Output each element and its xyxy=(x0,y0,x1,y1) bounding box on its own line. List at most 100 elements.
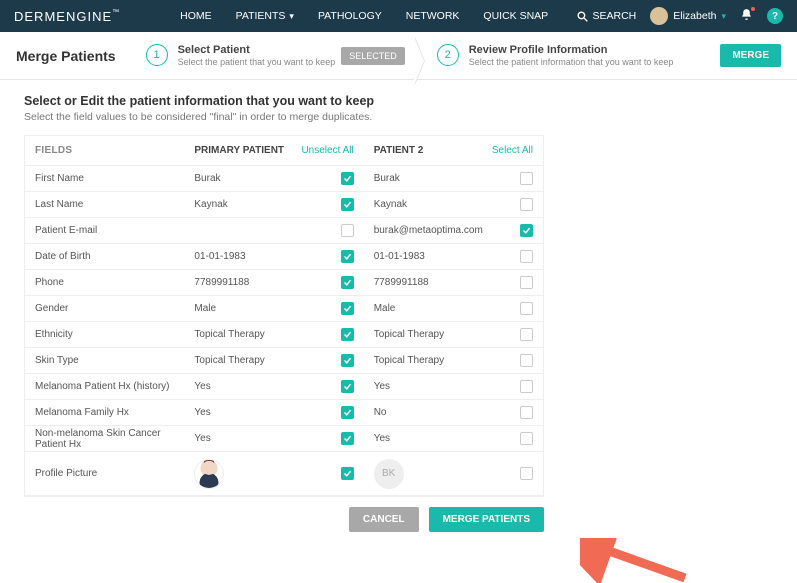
checkbox-p2-dob[interactable] xyxy=(520,250,533,263)
patient2-cell: Male xyxy=(364,302,543,315)
patient2-value: 01-01-1983 xyxy=(374,251,425,262)
avatar-initials-icon: BK xyxy=(374,459,404,489)
checkbox-p2-skin[interactable] xyxy=(520,354,533,367)
row-firstName: First Name Burak Burak xyxy=(25,166,543,192)
step-separator-icon xyxy=(415,37,433,75)
unselect-all-link[interactable]: Unselect All xyxy=(301,145,353,156)
primary-cell: Kaynak xyxy=(184,198,363,211)
primary-value: Burak xyxy=(194,173,220,184)
checkbox-primary-pic[interactable] xyxy=(341,467,354,480)
nav-pathology[interactable]: PATHOLOGY xyxy=(318,10,382,22)
primary-value: Kaynak xyxy=(194,199,227,210)
row-phone: Phone 7789991188 7789991188 xyxy=(25,270,543,296)
annotation-arrow-icon xyxy=(580,538,690,583)
field-label: Phone xyxy=(25,277,184,288)
nav-patients[interactable]: PATIENTS▾ xyxy=(236,10,294,22)
nav-network[interactable]: NETWORK xyxy=(406,10,460,22)
nav-quick-snap[interactable]: QUICK SNAP xyxy=(483,10,548,22)
field-label: Date of Birth xyxy=(25,251,184,262)
checkbox-p2-nonMel[interactable] xyxy=(520,432,533,445)
checkbox-p2-lastName[interactable] xyxy=(520,198,533,211)
nav-network-label: NETWORK xyxy=(406,10,460,22)
primary-cell: 7789991188 xyxy=(184,276,363,289)
field-label: Patient E-mail xyxy=(25,225,184,236)
row-melPatient: Melanoma Patient Hx (history) Yes Yes xyxy=(25,374,543,400)
step-1-text: Select Patient Select the patient that y… xyxy=(178,43,336,69)
checkbox-primary-dob[interactable] xyxy=(341,250,354,263)
nav-patients-label: PATIENTS xyxy=(236,10,286,22)
checkbox-p2-phone[interactable] xyxy=(520,276,533,289)
patient2-cell: BK xyxy=(364,459,543,489)
cancel-button[interactable]: CANCEL xyxy=(349,507,419,532)
primary-cell: 01-01-1983 xyxy=(184,250,363,263)
chevron-down-icon: ▾ xyxy=(721,11,726,22)
checkbox-primary-melFamily[interactable] xyxy=(341,406,354,419)
patient2-cell: Topical Therapy xyxy=(364,354,543,367)
header-p2-label: PATIENT 2 xyxy=(374,145,424,156)
checkbox-p2-firstName[interactable] xyxy=(520,172,533,185)
header-fields: FIELDS xyxy=(25,145,184,156)
nav-pathology-label: PATHOLOGY xyxy=(318,10,382,22)
primary-value: 01-01-1983 xyxy=(194,251,245,262)
checkbox-primary-firstName[interactable] xyxy=(341,172,354,185)
patient2-cell: Kaynak xyxy=(364,198,543,211)
step-1-number: 1 xyxy=(146,44,168,66)
checkbox-p2-pic[interactable] xyxy=(520,467,533,480)
checkbox-p2-gender[interactable] xyxy=(520,302,533,315)
nav-home[interactable]: HOME xyxy=(180,10,212,22)
row-lastName: Last Name Kaynak Kaynak xyxy=(25,192,543,218)
checkbox-primary-gender[interactable] xyxy=(341,302,354,315)
avatar-photo-icon xyxy=(194,459,224,489)
patient2-value: Yes xyxy=(374,433,390,444)
merge-button[interactable]: MERGE xyxy=(720,44,781,67)
checkbox-p2-melFamily[interactable] xyxy=(520,406,533,419)
merge-patients-button[interactable]: MERGE PATIENTS xyxy=(429,507,544,532)
step-2-sub: Select the patient information that you … xyxy=(469,57,674,69)
notifications-button[interactable] xyxy=(740,8,753,24)
patient2-value: No xyxy=(374,407,387,418)
checkbox-primary-email[interactable] xyxy=(341,224,354,237)
wizard-step-2[interactable]: 2 Review Profile Information Select the … xyxy=(437,43,674,69)
topbar-right: SEARCH Elizabeth ▾ ? xyxy=(576,7,784,25)
field-label: Melanoma Family Hx xyxy=(25,407,184,418)
checkbox-p2-email[interactable] xyxy=(520,224,533,237)
user-menu[interactable]: Elizabeth ▾ xyxy=(650,7,726,25)
primary-value: Yes xyxy=(194,407,210,418)
patient2-cell: Topical Therapy xyxy=(364,328,543,341)
primary-value: Yes xyxy=(194,381,210,392)
header-primary: PRIMARY PATIENT Unselect All xyxy=(184,145,363,156)
primary-value: Male xyxy=(194,303,216,314)
primary-cell: Yes xyxy=(184,380,363,393)
checkbox-primary-skin[interactable] xyxy=(341,354,354,367)
primary-cell: Male xyxy=(184,302,363,315)
checkbox-p2-melPatient[interactable] xyxy=(520,380,533,393)
patient2-value: Burak xyxy=(374,173,400,184)
header-primary-label: PRIMARY PATIENT xyxy=(194,145,284,156)
checkbox-primary-lastName[interactable] xyxy=(341,198,354,211)
select-all-link[interactable]: Select All xyxy=(492,145,533,156)
chevron-down-icon: ▾ xyxy=(289,11,294,22)
help-button[interactable]: ? xyxy=(767,8,783,24)
field-label: Last Name xyxy=(25,199,184,210)
step-2-text: Review Profile Information Select the pa… xyxy=(469,43,674,69)
field-label: First Name xyxy=(25,173,184,184)
row-dob: Date of Birth 01-01-1983 01-01-1983 xyxy=(25,244,543,270)
wizard-step-1[interactable]: 1 Select Patient Select the patient that… xyxy=(146,43,336,69)
brand-logo: DERMENGINE™ xyxy=(14,9,120,24)
row-skin: Skin Type Topical Therapy Topical Therap… xyxy=(25,348,543,374)
checkbox-primary-melPatient[interactable] xyxy=(341,380,354,393)
checkbox-p2-ethnicity[interactable] xyxy=(520,328,533,341)
brand-b: ENGINE xyxy=(56,9,112,24)
step-1-sub: Select the patient that you want to keep xyxy=(178,57,336,69)
field-label: Gender xyxy=(25,303,184,314)
search-button[interactable]: SEARCH xyxy=(576,10,637,23)
avatar-icon xyxy=(650,7,668,25)
primary-cell xyxy=(184,459,363,489)
checkbox-primary-phone[interactable] xyxy=(341,276,354,289)
page-title: Merge Patients xyxy=(16,48,116,64)
checkbox-primary-ethnicity[interactable] xyxy=(341,328,354,341)
row-nonMel: Non-melanoma Skin Cancer Patient Hx Yes … xyxy=(25,426,543,452)
checkbox-primary-nonMel[interactable] xyxy=(341,432,354,445)
brand-tm: ™ xyxy=(112,9,120,16)
main-nav: HOME PATIENTS▾ PATHOLOGY NETWORK QUICK S… xyxy=(180,10,548,22)
